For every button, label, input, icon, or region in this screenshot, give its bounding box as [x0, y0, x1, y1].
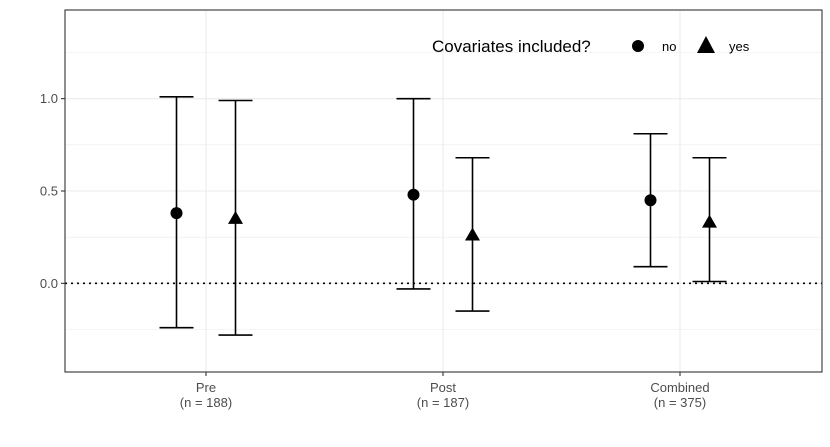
point-range-yes-combined [692, 156, 727, 283]
y-tick-label-2: 1.0 [40, 91, 58, 106]
legend-label-yes: yes [729, 39, 750, 54]
point-range-yes-pre [218, 99, 253, 336]
legend: Covariates included? no yes [432, 36, 750, 56]
x-tick-sublabel-0: (n = 188) [180, 395, 232, 410]
x-tick-label-2: Combined [650, 380, 709, 395]
point-range-no-post [396, 97, 431, 290]
point-triangle-yes-0 [228, 210, 243, 224]
x-tick-sublabel-1: (n = 187) [417, 395, 469, 410]
point-range-no-combined [633, 132, 668, 268]
x-tick-label-1: Post [430, 380, 456, 395]
y-tick-label-1: 0.5 [40, 184, 58, 199]
y-axis: 0.0 0.5 1.0 [40, 91, 65, 291]
legend-key-triangle [697, 36, 715, 53]
point-range-no-pre [159, 96, 194, 329]
x-tick-sublabel-2: (n = 375) [654, 395, 706, 410]
data-marks [159, 96, 727, 336]
point-triangle-yes-2 [702, 214, 717, 228]
point-range-yes-post [455, 156, 490, 312]
point-circle-no-1 [407, 188, 420, 201]
point-circle-no-0 [170, 207, 183, 220]
legend-title: Covariates included? [432, 37, 591, 56]
legend-label-no: no [662, 39, 676, 54]
y-tick-label-0: 0.0 [40, 276, 58, 291]
point-triangle-yes-1 [465, 227, 480, 241]
point-circle-no-2 [644, 194, 657, 207]
x-axis: Pre(n = 188) Post(n = 187) Combined(n = 37… [180, 372, 710, 410]
legend-key-circle [632, 40, 644, 52]
x-tick-label-0: Pre [196, 380, 216, 395]
